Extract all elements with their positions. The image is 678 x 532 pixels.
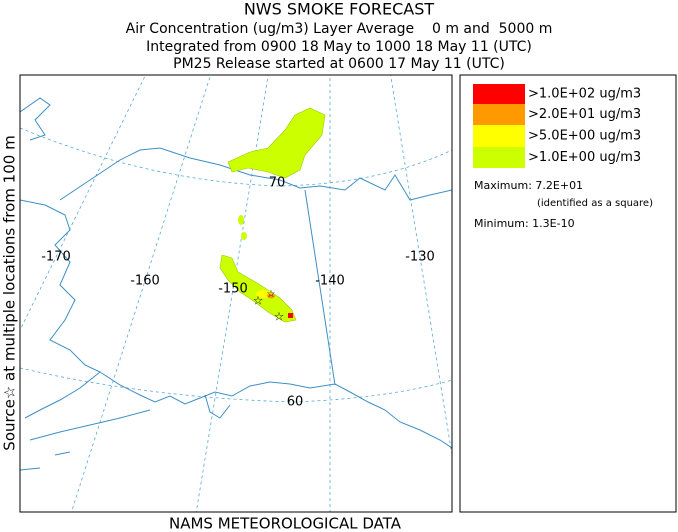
source-star: ☆ <box>274 310 285 324</box>
plume-area <box>227 107 326 179</box>
subtitle: Air Concentration (ug/m3) Layer Average … <box>126 21 553 37</box>
title: NWS SMOKE FORECAST <box>244 0 435 19</box>
map: ☆ ☆ ☆ -170 -160 -150 -140 -130 70 60 <box>20 75 452 512</box>
legend-label: >5.0E+00 ug/m3 <box>528 129 641 144</box>
legend: >1.0E+02 ug/m3 >2.0E+01 ug/m3 >5.0E+00 ug/… <box>473 84 641 168</box>
legend-label: >1.0E+00 ug/m3 <box>528 150 641 165</box>
maximum: Maximum: 7.2E+01 <box>474 179 583 192</box>
minimum: Minimum: 1.3E-10 <box>474 217 575 230</box>
legend-label: >2.0E+01 ug/m3 <box>528 107 641 122</box>
subtitle: PM25 Release started at 0600 17 May 11 (… <box>173 56 505 72</box>
meridian <box>195 75 269 512</box>
graticule-label: -150 <box>218 282 248 297</box>
parallel <box>20 367 452 403</box>
legend-swatch <box>473 147 525 168</box>
legend-swatch <box>473 104 525 125</box>
legend-swatch <box>473 84 525 104</box>
coastline <box>20 97 452 449</box>
side-label: Source☆ at multiple locations from 100 m <box>1 135 19 450</box>
legend-swatch <box>473 125 525 147</box>
meridian <box>71 75 212 512</box>
meridian <box>20 75 146 332</box>
legend-frame <box>459 74 677 513</box>
maximum-square <box>288 313 293 318</box>
plume-area <box>267 293 275 299</box>
footer: NAMS METEOROLOGICAL DATA <box>169 515 402 532</box>
graticule-label: -130 <box>405 250 435 265</box>
source-star: ☆ <box>253 294 264 308</box>
graticule-label: 60 <box>287 395 304 410</box>
plume: ☆ ☆ ☆ <box>219 107 326 324</box>
plume-area <box>219 254 297 323</box>
parallel <box>20 127 452 187</box>
map-frame <box>19 74 453 513</box>
maximum-note: (identified as a square) <box>537 198 653 209</box>
coastline <box>20 451 71 471</box>
graticule <box>20 75 452 512</box>
graticule-label: 70 <box>269 176 286 191</box>
graticule-label: -140 <box>315 274 345 289</box>
meridian <box>390 75 452 458</box>
graticule-label: -160 <box>130 274 160 289</box>
subtitle: Integrated from 0900 18 May to 1000 18 M… <box>146 39 532 55</box>
plume-area <box>238 215 244 225</box>
legend-label: >1.0E+02 ug/m3 <box>528 87 641 102</box>
graticule-label: -170 <box>41 250 71 265</box>
plume-area <box>241 232 247 240</box>
source-star: ☆ <box>267 289 276 300</box>
